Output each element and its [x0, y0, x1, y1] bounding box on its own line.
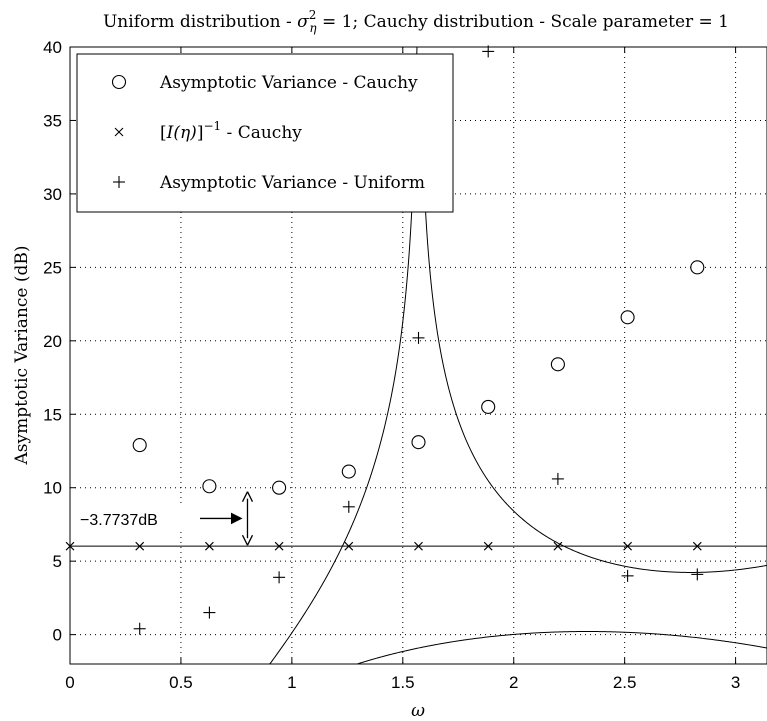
- y-tick-label: 10: [43, 479, 62, 498]
- title-prefix: Uniform distribution -: [103, 12, 297, 32]
- title-sigma: σ: [297, 12, 309, 32]
- y-axis-label: Asymptotic Variance (dB): [12, 246, 32, 466]
- uniform-variance-point: [273, 571, 286, 584]
- x-tick-label: 0.5: [169, 673, 193, 692]
- x-tick-label: 0: [65, 673, 74, 692]
- uniform-variance-point: [621, 569, 634, 582]
- uniform-variance-point: [342, 500, 355, 513]
- fisher-inverse-point: [414, 541, 423, 551]
- cauchy-variance-point: [481, 399, 496, 414]
- annotation-pointer-head: [230, 512, 243, 525]
- y-tick-label: 35: [43, 111, 62, 130]
- x-axis-label: ω: [411, 701, 425, 721]
- title-sigma-sup: 2: [309, 8, 317, 22]
- uniform-variance-point: [203, 606, 216, 619]
- x-tick-label: 2.5: [613, 673, 637, 692]
- cauchy-variance-point: [620, 310, 635, 325]
- legend-box: [76, 53, 454, 213]
- legend-markers: [111, 74, 127, 188]
- annotation-arrowhead-bottom: [241, 534, 254, 546]
- y-tick-label: 5: [53, 552, 62, 571]
- fisher-inverse-point: [135, 541, 145, 551]
- title-suffix: = 1; Cauchy distribution - Scale paramet…: [317, 12, 729, 32]
- plot-frame: [69, 46, 767, 665]
- cauchy-variance-point: [132, 438, 147, 453]
- uniform-variance-point: [551, 472, 564, 485]
- annotation-label: −3.7737dB: [80, 512, 158, 529]
- cauchy-variance-point: [690, 260, 705, 275]
- legend-label-fisher-inverse: [I(η)]−1 - Cauchy: [160, 119, 302, 143]
- y-tick-label: 25: [43, 258, 62, 277]
- x-tick-label: 1.5: [391, 673, 415, 692]
- legend: Asymptotic Variance - Cauchy [I(η)]−1 - …: [76, 53, 454, 213]
- legend-circle-marker: [111, 74, 127, 90]
- legend-plus-marker: [113, 176, 125, 188]
- legend-fi-tail: - Cauchy: [221, 123, 302, 143]
- uniform-variance-point: [133, 622, 146, 635]
- x-tick-label: 3: [731, 673, 740, 692]
- fisher-inverse-point: [553, 541, 563, 551]
- cauchy-variance-point: [411, 435, 426, 450]
- cauchy-variance-point: [341, 464, 356, 479]
- fisher-inverse-point: [483, 541, 493, 551]
- cauchy-variance-point: [550, 357, 565, 372]
- y-tick-labels: 0 5 10 15 20 25 30 35 40: [43, 38, 62, 645]
- annotation-arrowhead-top: [241, 491, 254, 502]
- cauchy-variance-point: [202, 479, 217, 494]
- fisher-inverse-point: [205, 541, 214, 551]
- title-sigma-sub: η: [309, 21, 317, 35]
- legend-fi-sup: −1: [203, 119, 221, 133]
- x-tick-labels: 0 0.5 1 1.5 2 2.5 3: [65, 673, 740, 692]
- x-tick-label: 2: [509, 673, 518, 692]
- chart-title: Uniform distribution - σ2 η = 1; Cauchy d…: [103, 8, 729, 35]
- fisher-inverse-point: [623, 541, 632, 551]
- fisher-inverse-point: [274, 541, 284, 551]
- legend-fi-post: ]: [197, 123, 204, 143]
- fisher-inverse-point: [692, 541, 702, 551]
- ticks: [69, 46, 737, 664]
- y-tick-label: 30: [43, 185, 62, 204]
- legend-label-uniform-variance: Asymptotic Variance - Uniform: [159, 173, 425, 193]
- grid: [70, 47, 767, 664]
- y-tick-label: 20: [43, 332, 62, 351]
- y-tick-label: 15: [43, 405, 62, 424]
- y-tick-label: 40: [43, 38, 62, 57]
- markers: [65, 45, 705, 635]
- annotation: −3.7737dB: [74, 491, 254, 546]
- legend-fi-italic: I(η): [166, 123, 197, 143]
- legend-fi-pre: [: [160, 123, 167, 143]
- uniform-variance-point: [691, 568, 704, 581]
- annotation-label-bg: [74, 506, 198, 532]
- uniform-variance-point: [412, 331, 425, 344]
- legend-label-cauchy-variance: Asymptotic Variance - Cauchy: [159, 73, 418, 93]
- legend-x-marker: [114, 127, 124, 137]
- y-tick-label: 0: [53, 626, 62, 645]
- fisher-inverse-point: [344, 541, 354, 551]
- cauchy-variance-point: [272, 480, 287, 495]
- x-tick-label: 1: [287, 673, 296, 692]
